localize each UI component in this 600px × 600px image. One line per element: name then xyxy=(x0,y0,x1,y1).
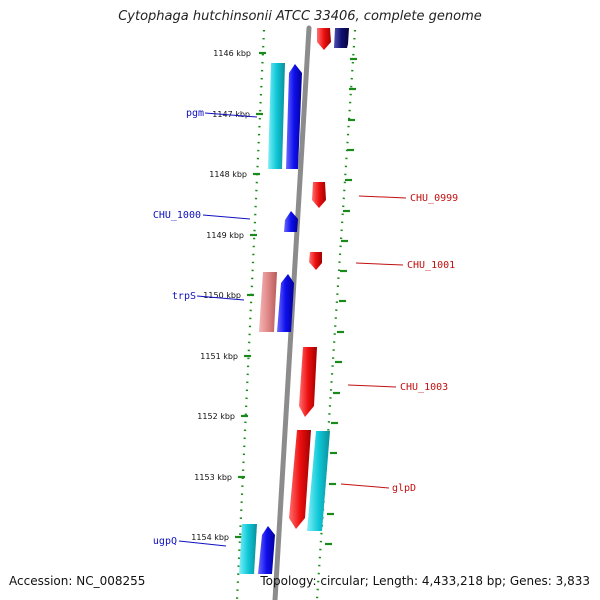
gene-label-ugpq: ugpQ xyxy=(153,536,177,547)
tick-label: 1154 kbp xyxy=(191,533,229,542)
map-title: Cytophaga hutchinsonii ATCC 33406, compl… xyxy=(118,9,482,24)
tick-label: 1152 kbp xyxy=(197,412,235,421)
gene-label-chu1001: CHU_1001 xyxy=(407,260,455,271)
tick-label: 1146 kbp xyxy=(213,49,251,58)
gene-top-navy xyxy=(334,28,349,48)
tick-labels: 1146 kbp 1147 kbp 1148 kbp 1149 kbp 1150… xyxy=(191,49,251,542)
gene-trps-blue xyxy=(277,274,294,332)
gene-glpd-red xyxy=(289,430,311,529)
gene-ugpq-cyan xyxy=(239,524,257,574)
gene-trps-pink xyxy=(259,272,277,332)
accession-text: Accession: NC_008255 xyxy=(9,574,146,588)
genome-stats-text: Topology: circular; Length: 4,433,218 bp… xyxy=(260,574,590,588)
gene-label-trps: trpS xyxy=(172,291,196,302)
gene-label-glpd: glpD xyxy=(392,483,416,494)
tick-label: 1153 kbp xyxy=(194,473,232,482)
gene-glpd-cyan xyxy=(307,431,330,531)
gene-label-pgm: pgm xyxy=(186,108,204,119)
gene-label-chu0999: CHU_0999 xyxy=(410,193,458,204)
gene-chu0999 xyxy=(312,182,326,208)
tick-label: 1149 kbp xyxy=(206,231,244,240)
gene-pgm-blue xyxy=(286,64,302,169)
gene-label-chu1003: CHU_1003 xyxy=(400,382,448,393)
gene-pgm-cyan xyxy=(268,63,285,169)
gene-ugpq-blue xyxy=(258,526,275,574)
gene-chu1003 xyxy=(299,347,317,417)
gene-label-chu1000: CHU_1000 xyxy=(153,210,201,221)
tick-label: 1151 kbp xyxy=(200,352,238,361)
tick-label: 1147 kbp xyxy=(212,110,250,119)
gene-chu1001 xyxy=(309,252,322,270)
tick-marks xyxy=(235,51,357,546)
tick-label: 1150 kbp xyxy=(203,291,241,300)
gene-top-red xyxy=(317,28,331,50)
leader-lines xyxy=(178,112,407,547)
gene-chu1000 xyxy=(284,211,298,232)
tick-label: 1148 kbp xyxy=(209,170,247,179)
